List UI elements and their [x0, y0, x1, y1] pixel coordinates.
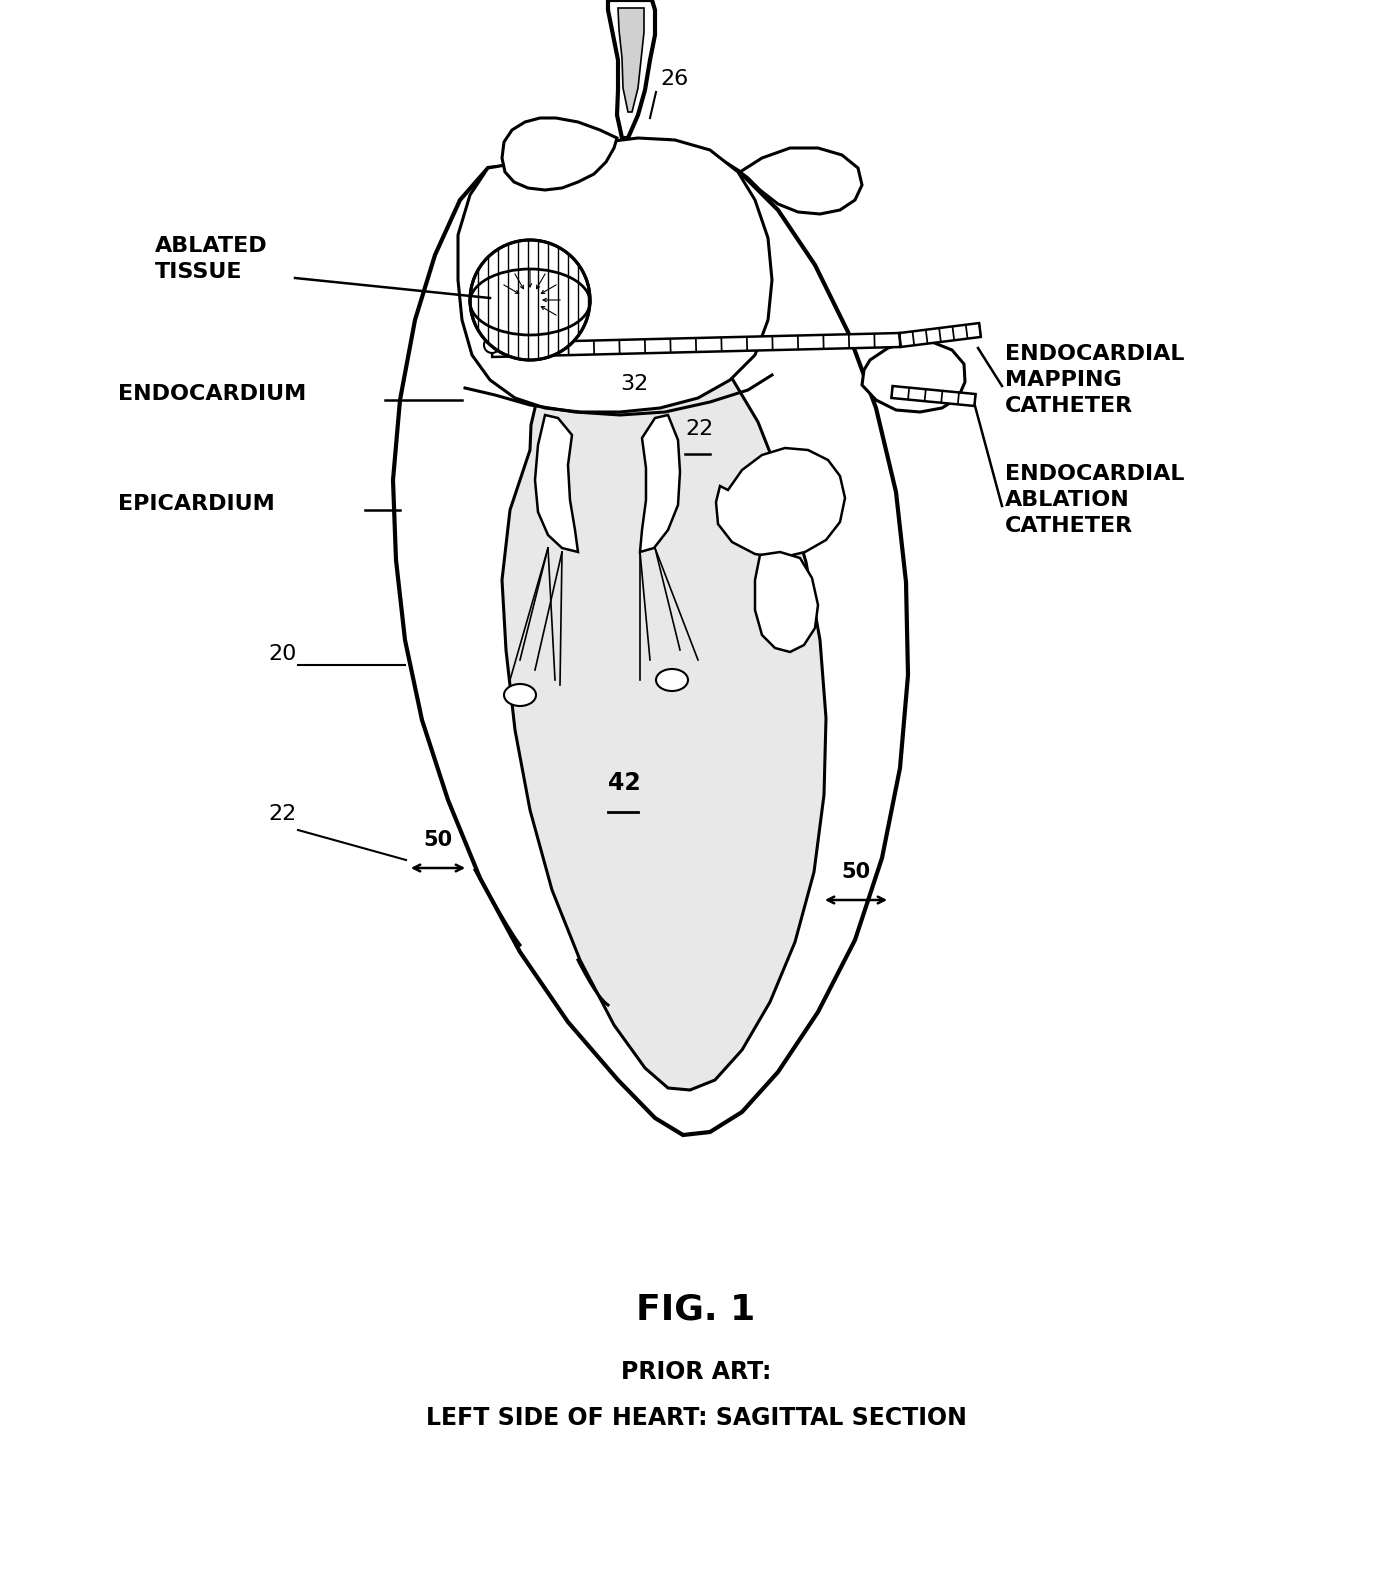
Circle shape	[484, 337, 500, 352]
Text: ABLATED: ABLATED	[155, 236, 267, 256]
Text: EPICARDIUM: EPICARDIUM	[118, 494, 274, 514]
Text: 50: 50	[841, 862, 870, 882]
Polygon shape	[491, 333, 901, 357]
Text: ABLATION: ABLATION	[1005, 491, 1130, 510]
Text: ENDOCARDIAL: ENDOCARDIAL	[1005, 344, 1185, 363]
Ellipse shape	[656, 669, 688, 691]
Text: 50: 50	[423, 831, 452, 849]
Text: LEFT SIDE OF HEART: SAGITTAL SECTION: LEFT SIDE OF HEART: SAGITTAL SECTION	[426, 1406, 966, 1430]
Polygon shape	[899, 322, 981, 348]
Polygon shape	[458, 138, 773, 412]
Polygon shape	[535, 415, 578, 552]
Text: 22: 22	[269, 804, 296, 824]
Text: MAPPING: MAPPING	[1005, 370, 1122, 390]
Polygon shape	[393, 140, 908, 1136]
Polygon shape	[891, 385, 976, 406]
Text: TISSUE: TISSUE	[155, 263, 242, 282]
Text: 42: 42	[608, 771, 640, 794]
Ellipse shape	[504, 684, 536, 706]
Polygon shape	[608, 0, 656, 138]
Polygon shape	[862, 341, 965, 412]
Text: CATHETER: CATHETER	[1005, 516, 1133, 536]
Text: 22: 22	[685, 418, 713, 439]
Text: ENDOCARDIUM: ENDOCARDIUM	[118, 384, 306, 404]
Polygon shape	[754, 552, 818, 651]
Polygon shape	[640, 415, 681, 552]
Polygon shape	[715, 448, 845, 558]
Text: ENDOCARDIAL: ENDOCARDIAL	[1005, 464, 1185, 484]
Polygon shape	[503, 326, 825, 1090]
Text: FIG. 1: FIG. 1	[636, 1293, 756, 1328]
Polygon shape	[503, 118, 617, 190]
Text: 26: 26	[660, 69, 688, 90]
Circle shape	[470, 241, 590, 360]
Text: PRIOR ART:: PRIOR ART:	[621, 1361, 771, 1384]
Polygon shape	[618, 8, 644, 112]
Text: 32: 32	[619, 374, 649, 393]
Text: CATHETER: CATHETER	[1005, 396, 1133, 415]
Polygon shape	[741, 148, 862, 214]
Text: 20: 20	[269, 643, 296, 664]
